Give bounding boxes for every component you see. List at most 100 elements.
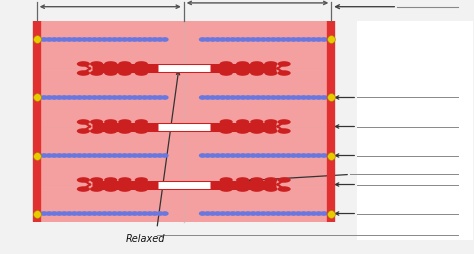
Circle shape — [46, 154, 52, 157]
Circle shape — [275, 39, 282, 42]
Ellipse shape — [264, 178, 277, 183]
Circle shape — [132, 39, 138, 42]
Circle shape — [255, 212, 261, 215]
Ellipse shape — [236, 62, 249, 68]
Circle shape — [117, 39, 123, 42]
Circle shape — [157, 212, 163, 215]
Circle shape — [76, 212, 82, 215]
Circle shape — [86, 39, 92, 42]
Ellipse shape — [77, 178, 90, 183]
Ellipse shape — [250, 62, 264, 68]
Circle shape — [82, 212, 87, 215]
Circle shape — [147, 212, 153, 215]
Circle shape — [205, 154, 211, 157]
Ellipse shape — [236, 129, 249, 134]
Circle shape — [76, 97, 82, 100]
Ellipse shape — [104, 120, 117, 125]
Ellipse shape — [104, 71, 117, 76]
Circle shape — [250, 39, 256, 42]
Ellipse shape — [250, 71, 264, 76]
Circle shape — [127, 154, 133, 157]
Circle shape — [137, 39, 143, 42]
Circle shape — [66, 154, 73, 157]
Circle shape — [245, 154, 251, 157]
Circle shape — [291, 154, 297, 157]
Circle shape — [245, 212, 251, 215]
Ellipse shape — [118, 71, 131, 76]
Circle shape — [36, 212, 42, 215]
Circle shape — [245, 39, 251, 42]
Circle shape — [301, 154, 307, 157]
Circle shape — [225, 212, 231, 215]
Circle shape — [270, 97, 276, 100]
Circle shape — [306, 39, 312, 42]
Circle shape — [142, 154, 148, 157]
Circle shape — [147, 97, 153, 100]
Bar — [357, 22, 473, 240]
Circle shape — [265, 154, 271, 157]
Circle shape — [157, 97, 163, 100]
Circle shape — [107, 212, 113, 215]
Circle shape — [240, 154, 246, 157]
Ellipse shape — [236, 71, 249, 76]
Circle shape — [321, 212, 327, 215]
Ellipse shape — [118, 120, 131, 125]
Circle shape — [225, 154, 231, 157]
Circle shape — [225, 39, 231, 42]
Circle shape — [326, 212, 332, 215]
Circle shape — [107, 154, 113, 157]
Circle shape — [117, 212, 123, 215]
Circle shape — [306, 154, 312, 157]
Circle shape — [132, 97, 138, 100]
Ellipse shape — [264, 129, 277, 134]
Circle shape — [230, 97, 236, 100]
Circle shape — [51, 212, 57, 215]
Circle shape — [111, 97, 118, 100]
Circle shape — [82, 97, 87, 100]
Circle shape — [96, 97, 102, 100]
Circle shape — [157, 39, 163, 42]
Circle shape — [36, 97, 42, 100]
Circle shape — [280, 39, 286, 42]
Circle shape — [291, 97, 297, 100]
Ellipse shape — [277, 62, 291, 68]
Circle shape — [215, 97, 221, 100]
Ellipse shape — [77, 120, 90, 125]
Circle shape — [220, 212, 226, 215]
Circle shape — [210, 97, 216, 100]
Circle shape — [200, 212, 206, 215]
Ellipse shape — [104, 178, 117, 183]
Circle shape — [82, 39, 87, 42]
Ellipse shape — [104, 62, 117, 68]
Ellipse shape — [264, 71, 277, 76]
Circle shape — [61, 154, 67, 157]
Circle shape — [137, 154, 143, 157]
Circle shape — [270, 212, 276, 215]
Circle shape — [255, 39, 261, 42]
Ellipse shape — [219, 120, 233, 125]
Ellipse shape — [219, 178, 233, 183]
Circle shape — [205, 39, 211, 42]
Circle shape — [275, 97, 282, 100]
Ellipse shape — [219, 129, 233, 134]
Circle shape — [86, 212, 92, 215]
Circle shape — [220, 154, 226, 157]
Ellipse shape — [219, 186, 233, 192]
Circle shape — [245, 97, 251, 100]
Circle shape — [275, 212, 282, 215]
Ellipse shape — [264, 62, 277, 68]
Circle shape — [310, 39, 317, 42]
Ellipse shape — [277, 120, 291, 125]
Ellipse shape — [264, 120, 277, 125]
Circle shape — [152, 97, 158, 100]
Circle shape — [291, 39, 297, 42]
Circle shape — [71, 39, 77, 42]
Circle shape — [230, 154, 236, 157]
Circle shape — [152, 39, 158, 42]
Circle shape — [326, 97, 332, 100]
Circle shape — [111, 39, 118, 42]
Circle shape — [127, 212, 133, 215]
Circle shape — [220, 39, 226, 42]
Circle shape — [326, 154, 332, 157]
Circle shape — [157, 154, 163, 157]
